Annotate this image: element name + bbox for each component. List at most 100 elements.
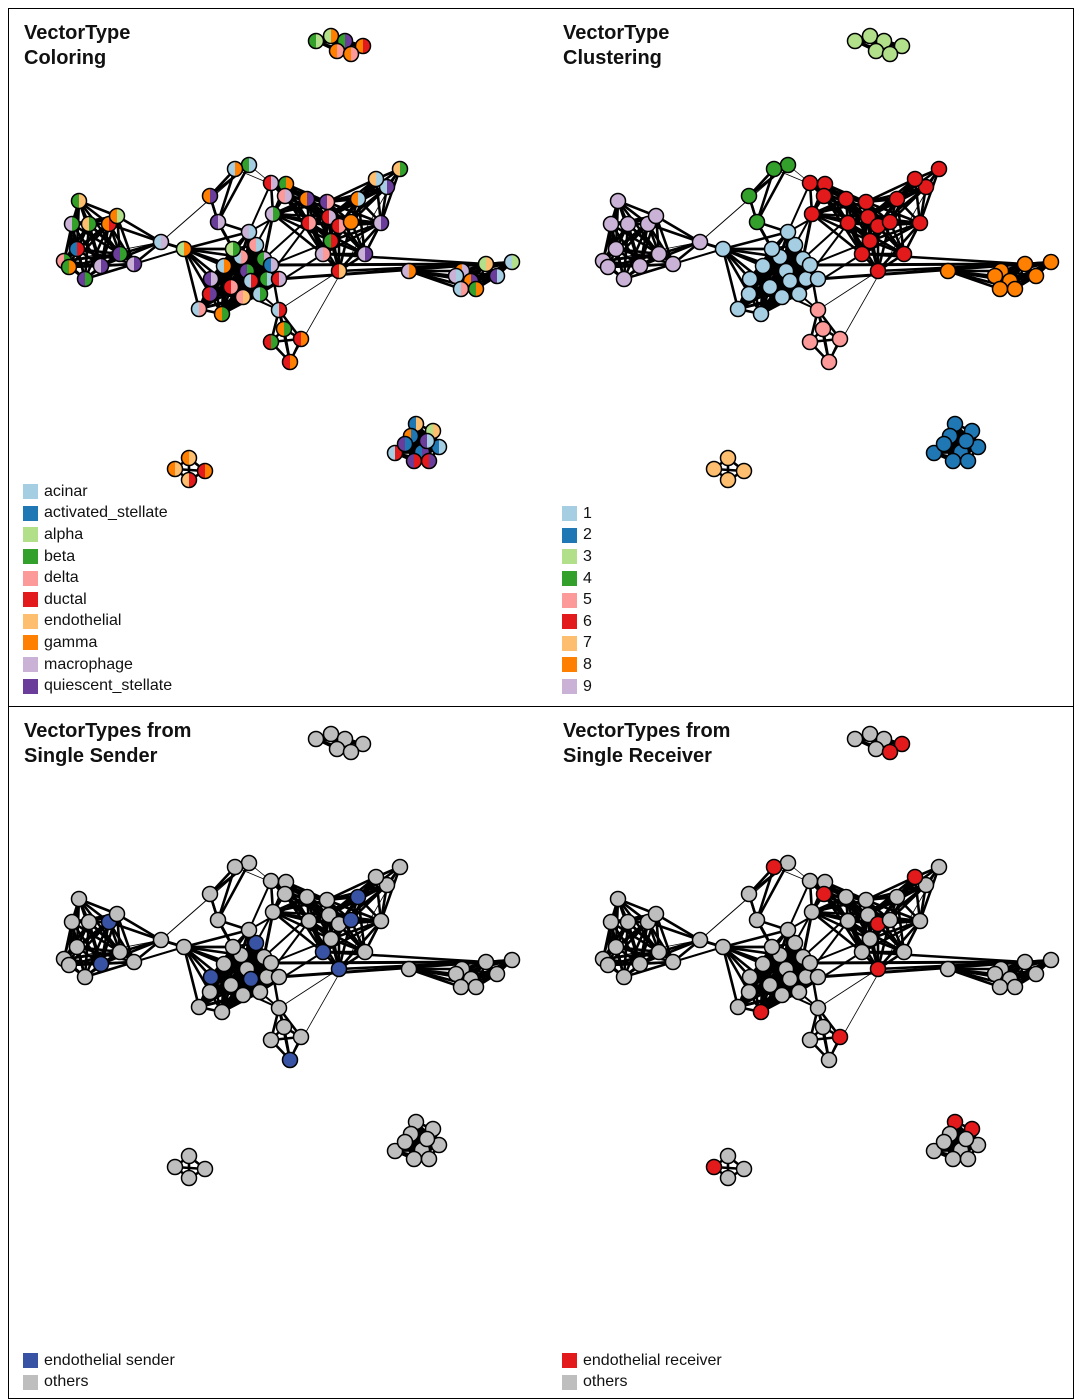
network-edge <box>623 262 674 281</box>
network-node <box>754 955 772 973</box>
network-edge <box>278 968 340 1009</box>
network-node <box>619 913 637 931</box>
network-edge <box>198 977 252 1009</box>
network-node <box>396 1133 414 1151</box>
network-node <box>111 943 129 961</box>
legend-swatch <box>23 635 38 651</box>
network-edge <box>811 200 867 216</box>
network-node <box>322 27 340 45</box>
network-node <box>881 743 899 761</box>
network-node <box>631 955 649 973</box>
network-node <box>957 1130 975 1148</box>
network-node <box>647 207 665 225</box>
network-node <box>222 278 240 296</box>
network-node <box>68 240 86 258</box>
network-edge <box>248 880 272 931</box>
network-edge <box>326 875 377 902</box>
legend-swatch <box>562 1374 577 1390</box>
network-edge <box>787 880 811 931</box>
network-node <box>213 1003 231 1021</box>
network-node <box>92 955 110 973</box>
network-node <box>80 215 98 233</box>
network-node <box>607 240 625 258</box>
network-node <box>247 934 265 952</box>
network-node <box>991 280 1009 298</box>
network-node <box>1006 978 1024 996</box>
network-node <box>857 891 875 909</box>
network-edge <box>182 248 212 295</box>
network-node <box>226 858 244 876</box>
network-node <box>292 1028 310 1046</box>
network-node <box>226 160 244 178</box>
network-node <box>857 193 875 211</box>
network-edge <box>737 279 791 311</box>
network-node <box>741 968 759 986</box>
network-node <box>719 449 737 467</box>
network-node <box>930 858 948 876</box>
network-node <box>80 913 98 931</box>
network-node <box>765 160 783 178</box>
legend-item: activated_stellate <box>23 503 172 525</box>
network-node <box>281 1051 299 1069</box>
network-node <box>342 213 360 231</box>
network-edge <box>68 223 110 268</box>
legend-item: 6 <box>562 611 592 633</box>
panel-single-sender: VectorTypes from Single Sender endotheli… <box>8 706 550 1399</box>
network-node <box>372 214 390 232</box>
network-node <box>801 954 819 972</box>
network-node <box>867 740 885 758</box>
legend-label: endothelial receiver <box>583 1351 722 1369</box>
legend-label: 1 <box>583 504 592 522</box>
network-node <box>234 986 252 1004</box>
network-node <box>240 223 258 241</box>
network-node <box>1027 965 1045 983</box>
network-node <box>1006 280 1024 298</box>
network-edge <box>811 212 871 243</box>
legend-item: others <box>562 1372 722 1394</box>
legend-item: 1 <box>562 503 592 525</box>
legend-swatch <box>23 657 38 673</box>
network-node <box>765 858 783 876</box>
network-node <box>752 1003 770 1021</box>
network-edge <box>216 164 251 223</box>
legend-label: acinar <box>44 482 88 500</box>
network-node <box>215 955 233 973</box>
legend-item: 8 <box>562 654 592 676</box>
legend-label: alpha <box>44 525 84 543</box>
legend-item: endothelial receiver <box>562 1350 722 1372</box>
network-node <box>869 960 887 978</box>
legend-label: 5 <box>583 591 592 609</box>
network-node <box>300 912 318 930</box>
legend-swatch <box>562 614 577 630</box>
network-edge <box>672 248 724 265</box>
network-node <box>714 240 732 258</box>
network-edge <box>326 177 377 204</box>
legend-item: gamma <box>23 632 172 654</box>
network-node <box>277 175 295 193</box>
network-node <box>452 978 470 996</box>
legend-item: endothelial <box>23 611 172 633</box>
network-node <box>262 174 280 192</box>
network-node <box>251 285 269 303</box>
network-node <box>407 415 425 433</box>
network-node <box>240 854 258 872</box>
network-node <box>342 45 360 63</box>
network-edge <box>721 248 751 295</box>
network-node <box>957 432 975 450</box>
network-edge <box>889 186 927 223</box>
network-node <box>917 178 935 196</box>
network-node <box>201 885 219 903</box>
network-node <box>801 1031 819 1049</box>
network-node <box>222 976 240 994</box>
network-node <box>264 205 282 223</box>
network-node <box>240 921 258 939</box>
network-node <box>281 353 299 371</box>
legend-label: activated_stellate <box>44 504 168 522</box>
network-node <box>917 876 935 894</box>
network-node <box>467 978 485 996</box>
network-node <box>1016 255 1034 273</box>
network-node <box>741 270 759 288</box>
network-node <box>740 885 758 903</box>
network-node <box>853 245 871 263</box>
network-graph <box>594 725 1060 1187</box>
